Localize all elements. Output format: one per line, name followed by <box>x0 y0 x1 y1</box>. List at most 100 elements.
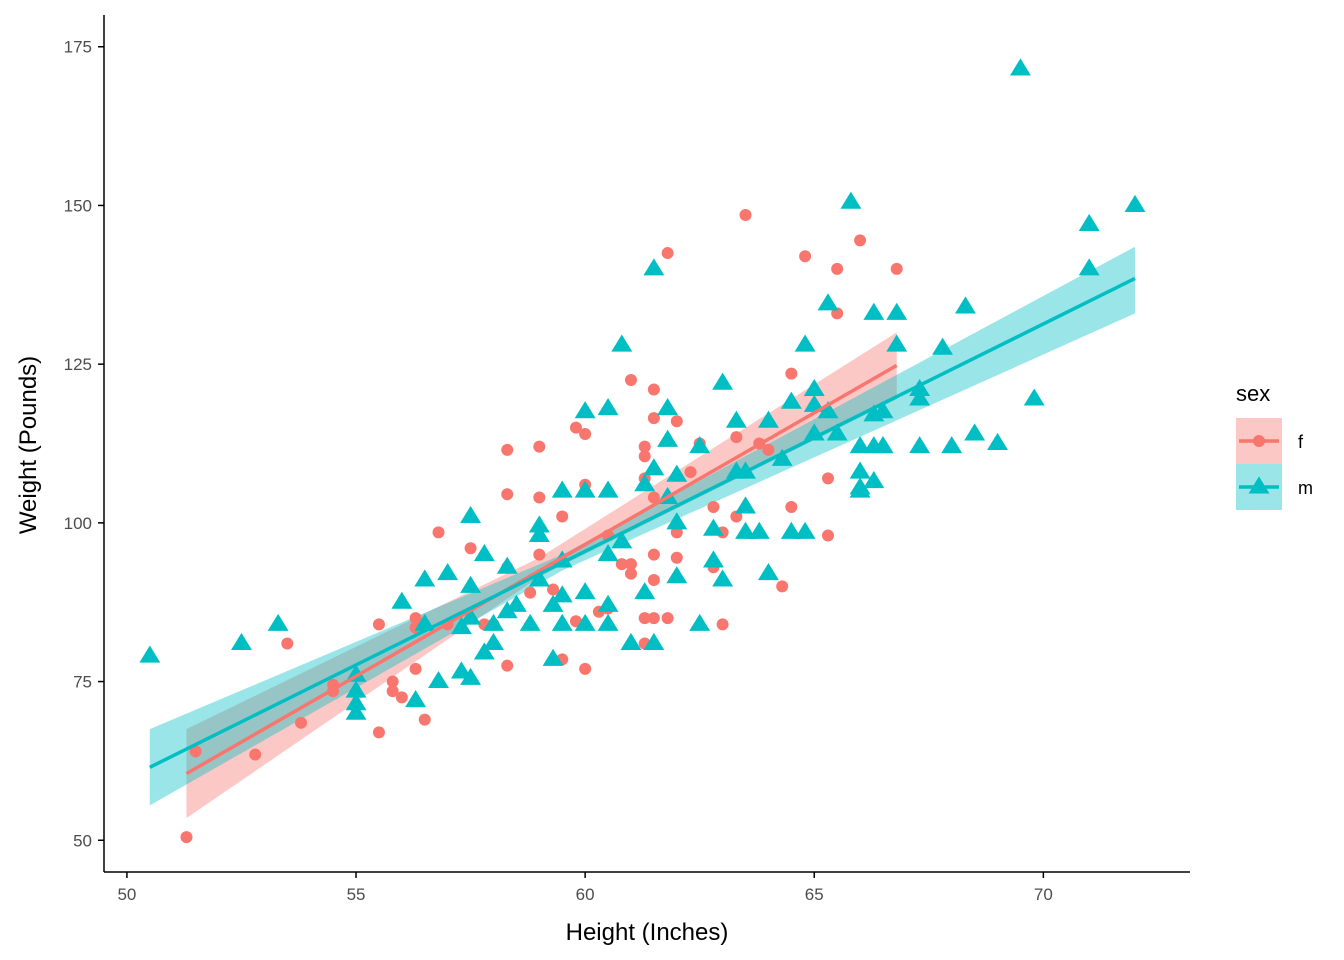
data-point-f <box>249 748 262 761</box>
data-point-f <box>831 307 844 320</box>
data-point-f <box>670 551 683 564</box>
data-point-m <box>634 582 656 600</box>
data-point-m <box>574 401 596 419</box>
data-point-f <box>716 618 729 631</box>
data-point-m <box>849 436 871 454</box>
data-point-m <box>735 521 756 539</box>
data-point-f <box>372 618 385 631</box>
data-point-m <box>643 632 665 650</box>
data-point-m <box>735 496 756 514</box>
data-point-m <box>597 480 619 498</box>
data-point-m <box>597 397 619 416</box>
data-point-f <box>730 510 743 523</box>
data-point-m <box>794 334 816 352</box>
data-point-f <box>822 529 834 542</box>
data-point-m <box>345 702 367 720</box>
data-point-f <box>707 500 720 513</box>
data-point-m <box>886 302 908 320</box>
data-point-f <box>785 367 798 380</box>
data-point-f <box>624 558 637 571</box>
data-point-m <box>483 613 504 631</box>
data-point-m <box>1010 58 1031 76</box>
data-point-m <box>955 296 976 314</box>
data-point-m <box>551 613 573 631</box>
x-tick-label: 65 <box>805 885 824 904</box>
data-point-m <box>886 334 908 352</box>
data-point-f <box>579 662 592 675</box>
data-point-m <box>757 563 779 581</box>
data-point-m <box>391 591 413 609</box>
x-axis-title: Height (Inches) <box>566 919 729 946</box>
data-point-m <box>267 613 289 631</box>
data-point-m <box>450 616 472 635</box>
data-point-m <box>428 670 449 689</box>
data-point-f <box>189 745 202 758</box>
data-point-m <box>634 474 656 492</box>
data-point-f <box>556 510 569 523</box>
data-point-m <box>702 550 724 568</box>
data-point-m <box>702 518 724 536</box>
data-point-f <box>785 500 798 513</box>
data-point-m <box>460 667 482 685</box>
data-point-f <box>647 573 660 586</box>
data-point-m <box>863 470 885 489</box>
data-point-m <box>139 645 161 663</box>
legend: sex fm <box>1236 381 1313 510</box>
data-point-m <box>1023 388 1045 406</box>
y-tick-label: 125 <box>64 355 92 374</box>
data-point-f <box>638 440 651 453</box>
data-point-m <box>849 461 871 479</box>
data-point-f <box>372 726 385 739</box>
data-point-m <box>794 521 816 539</box>
data-point-f <box>670 415 683 428</box>
fit-line-m <box>149 276 1136 769</box>
data-point-m <box>551 480 573 498</box>
data-point-m <box>987 432 1008 450</box>
data-point-m <box>597 543 619 562</box>
data-point-f <box>501 488 514 501</box>
data-point-m <box>620 632 642 650</box>
data-point-m <box>460 575 482 593</box>
data-point-m <box>574 480 596 498</box>
data-point-m <box>872 401 894 419</box>
data-point-m <box>231 632 252 650</box>
axes: 50 55 60 65 70 50 75 100 125 150 175 <box>64 15 1190 904</box>
data-point-m <box>505 594 527 612</box>
y-tick-label: 150 <box>64 196 92 215</box>
legend-item-f: f <box>1236 418 1304 464</box>
data-point-m <box>414 569 436 587</box>
x-tick-label: 70 <box>1034 885 1053 904</box>
data-point-m <box>909 388 931 406</box>
data-point-m <box>611 531 633 549</box>
data-point-m <box>519 613 541 631</box>
legend-key-marker <box>1248 476 1270 494</box>
confidence-band-m <box>149 246 1136 806</box>
data-point-f <box>647 548 660 561</box>
data-point-m <box>496 556 518 574</box>
data-point-m <box>460 505 482 524</box>
data-point-m <box>780 391 802 409</box>
x-tick-label: 60 <box>576 885 595 904</box>
data-point-m <box>643 458 665 476</box>
data-point-m <box>597 613 619 631</box>
data-point-f <box>647 491 660 504</box>
data-point-m <box>909 378 931 397</box>
y-axis-ticks: 50 75 100 125 150 175 <box>64 38 104 850</box>
y-tick-label: 75 <box>73 673 92 692</box>
data-point-m <box>528 524 550 543</box>
data-point-m <box>496 601 518 619</box>
y-tick-label: 50 <box>73 831 92 850</box>
data-point-m <box>725 410 747 428</box>
data-point-m <box>1078 258 1100 276</box>
data-point-m <box>460 607 482 625</box>
data-point-m <box>542 594 564 612</box>
data-point-f <box>739 208 752 221</box>
data-point-f <box>776 580 789 593</box>
data-point-m <box>863 302 885 320</box>
data-point-m <box>345 693 367 711</box>
x-tick-label: 50 <box>117 885 136 904</box>
data-point-m <box>542 648 564 666</box>
data-point-f <box>386 685 399 698</box>
data-point-m <box>611 334 633 352</box>
data-point-m <box>689 436 711 454</box>
